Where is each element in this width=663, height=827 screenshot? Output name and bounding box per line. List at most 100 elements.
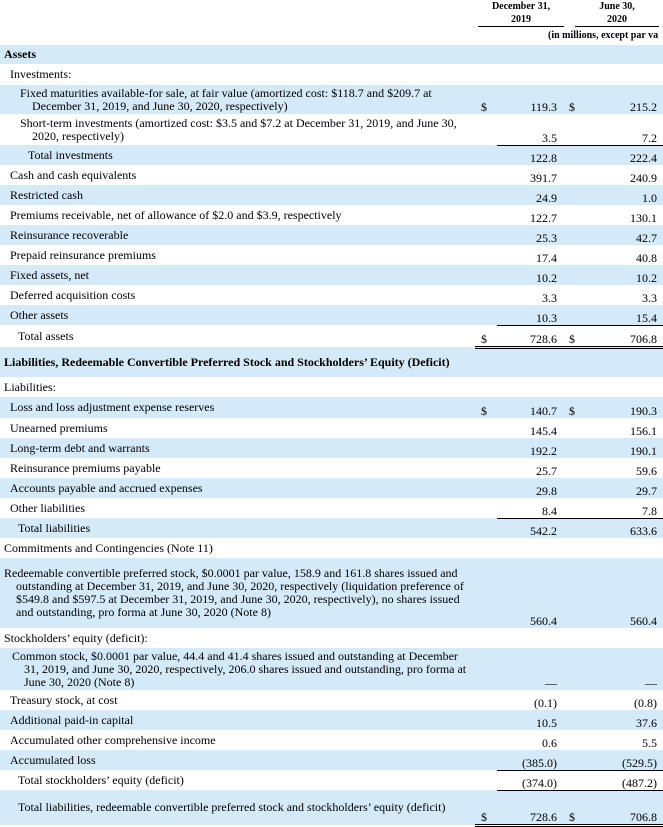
cell <box>563 730 585 750</box>
row-label: Accumulated other comprehensive income <box>10 732 216 747</box>
row-label: Assets <box>0 45 475 64</box>
cell <box>475 458 497 478</box>
cell-value: (374.0) <box>497 770 563 791</box>
cell <box>475 558 497 628</box>
cell-value: 5.5 <box>642 736 657 750</box>
cell <box>585 377 663 397</box>
table-row: Accounts payable and accrued expenses 29.… <box>0 478 663 498</box>
cell <box>563 165 585 185</box>
table-row: Total assets $728.6 $706.8 <box>0 325 663 349</box>
cell <box>497 538 563 558</box>
cell-value: 190.1 <box>585 438 663 458</box>
cell <box>497 377 563 397</box>
balance-sheet: Assets Investments: Fixed maturities avail… <box>0 45 663 827</box>
cell-value: 706.8 <box>585 790 663 827</box>
cell <box>585 538 663 558</box>
cell-value: 59.6 <box>636 464 657 478</box>
cell-value: 3.3 <box>642 291 657 305</box>
cell <box>497 45 563 64</box>
cell-value: 10.5 <box>497 710 563 730</box>
cell <box>475 185 497 205</box>
table-row: Short-term investments (amortized cost: … <box>0 114 663 146</box>
cell-value: 17.4 <box>536 251 557 265</box>
cell-value: 156.1 <box>630 424 657 438</box>
table-row: Deferred acquisition costs 3.3 3.3 <box>0 285 663 305</box>
cell <box>475 438 497 458</box>
cell-value: 10.3 <box>497 305 563 326</box>
cell <box>563 458 585 478</box>
table-row: Other liabilities 8.4 7.8 <box>0 498 663 519</box>
table-row: Additional paid-in capital 10.5 37.6 <box>0 710 663 730</box>
cell-value: 0.6 <box>542 736 557 750</box>
cell-value: 3.3 <box>542 291 557 305</box>
row-label: Common stock, $0.0001 par value, 44.4 an… <box>0 648 475 690</box>
column-year: 2020 <box>575 13 659 27</box>
cell <box>475 225 497 245</box>
row-label: Other assets <box>0 305 475 325</box>
table-row: Other assets 10.3 15.4 <box>0 305 663 326</box>
cell <box>475 145 497 165</box>
row-label: Treasury stock, at cost <box>10 692 118 707</box>
column-header: June 30, 2020 <box>575 0 659 27</box>
cell <box>475 114 497 145</box>
cell <box>585 347 663 377</box>
cell <box>563 710 585 730</box>
cell-value: 7.2 <box>585 114 663 146</box>
cell <box>563 225 585 245</box>
table-row: Reinsurance premiums payable 25.7 59.6 <box>0 458 663 478</box>
column-header: December 31, 2019 <box>478 0 564 27</box>
row-label: Stockholders’ equity (deficit): <box>4 630 148 645</box>
row-label: Accumulated loss <box>0 750 475 770</box>
row-label: Investments: <box>10 67 72 81</box>
cell <box>563 245 585 265</box>
cell <box>475 628 497 648</box>
row-label: Cash and cash equivalents <box>10 167 137 182</box>
cell <box>475 518 497 538</box>
cell-value: 24.9 <box>497 185 563 205</box>
row-label: Liabilities: <box>4 379 56 394</box>
column-year: 2019 <box>478 13 564 27</box>
cell-value: 130.1 <box>630 211 657 225</box>
row-label: Commitments and Contingencies (Note 11) <box>4 540 213 555</box>
row-label: Other liabilities <box>10 500 85 515</box>
cell-value: 15.4 <box>585 305 663 326</box>
currency-sign: $ <box>475 85 497 114</box>
table-row: Total stockholders’ equity (deficit) (374… <box>0 770 663 791</box>
cell <box>475 690 497 710</box>
row-label: Total liabilities, redeemable convertibl… <box>0 790 475 825</box>
cell <box>475 498 497 518</box>
cell <box>563 205 585 225</box>
currency-sign: $ <box>563 790 585 827</box>
cell <box>563 628 585 648</box>
cell-value: 192.2 <box>497 438 563 458</box>
row-label: Prepaid reinsurance premiums <box>10 247 156 262</box>
cell <box>497 628 563 648</box>
cell <box>563 648 585 690</box>
table-row: Loss and loss adjustment expense reserve… <box>0 397 663 418</box>
cell-value: — <box>497 648 563 690</box>
cell-value: (487.2) <box>585 770 663 791</box>
cell <box>563 114 585 146</box>
cell <box>563 145 585 165</box>
table-row: Restricted cash 24.9 1.0 <box>0 185 663 205</box>
row-label: Total investments <box>0 145 475 165</box>
cell <box>563 347 585 377</box>
cell-value: 3.5 <box>497 114 563 146</box>
cell <box>475 478 497 498</box>
row-label: Fixed maturities available-for sale, at … <box>0 85 475 114</box>
cell-value: 706.8 <box>585 325 663 349</box>
table-row: Reinsurance recoverable 25.3 42.7 <box>0 225 663 245</box>
cell-value: 119.3 <box>497 85 563 114</box>
row-label: Reinsurance premiums payable <box>10 460 161 475</box>
cell-value: 42.7 <box>585 225 663 245</box>
row-label: Unearned premiums <box>10 420 108 435</box>
cell-value: 25.3 <box>497 225 563 245</box>
cell-value: 40.8 <box>636 251 657 265</box>
row-label: Total liabilities <box>0 518 475 538</box>
cell <box>563 770 585 791</box>
cell <box>563 64 585 85</box>
row-label: Redeemable convertible preferred stock, … <box>0 558 475 628</box>
row-label: Deferred acquisition costs <box>10 287 136 302</box>
cell-value: 240.9 <box>630 171 657 185</box>
table-row: Common stock, $0.0001 par value, 44.4 an… <box>0 648 663 690</box>
